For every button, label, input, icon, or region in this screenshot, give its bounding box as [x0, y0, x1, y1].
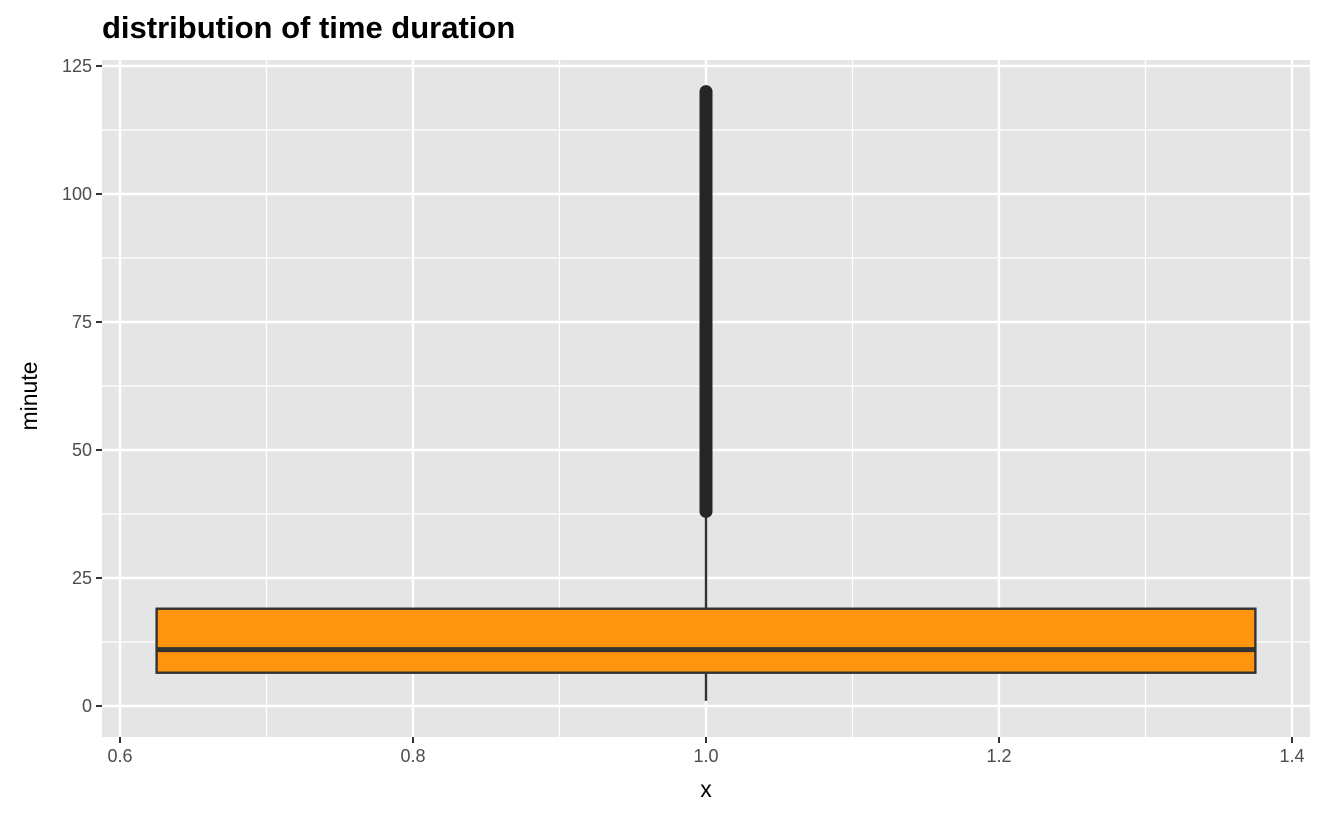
boxplot-layer: [155, 85, 1257, 701]
y-tick-label: 25: [72, 568, 92, 588]
y-axis-title: minute: [16, 361, 42, 430]
x-tick-label: 1.0: [693, 746, 718, 766]
x-tick-label: 0.6: [107, 746, 132, 766]
chart-title: distribution of time duration: [102, 10, 515, 45]
y-tick-label: 125: [62, 56, 92, 76]
box-iqr: [155, 607, 1257, 674]
x-tick-label: 1.4: [1279, 746, 1304, 766]
y-tick-label: 50: [72, 440, 92, 460]
x-tick-label: 0.8: [400, 746, 425, 766]
y-tick-label: 0: [82, 696, 92, 716]
x-axis-title: x: [700, 776, 712, 802]
y-tick-label: 75: [72, 312, 92, 332]
y-tick-label: 100: [62, 184, 92, 204]
axes: 0.6 0.8 1.0 1.2 1.4 0 25 50 75 100 125: [62, 56, 1305, 766]
x-tick-label: 1.2: [986, 746, 1011, 766]
